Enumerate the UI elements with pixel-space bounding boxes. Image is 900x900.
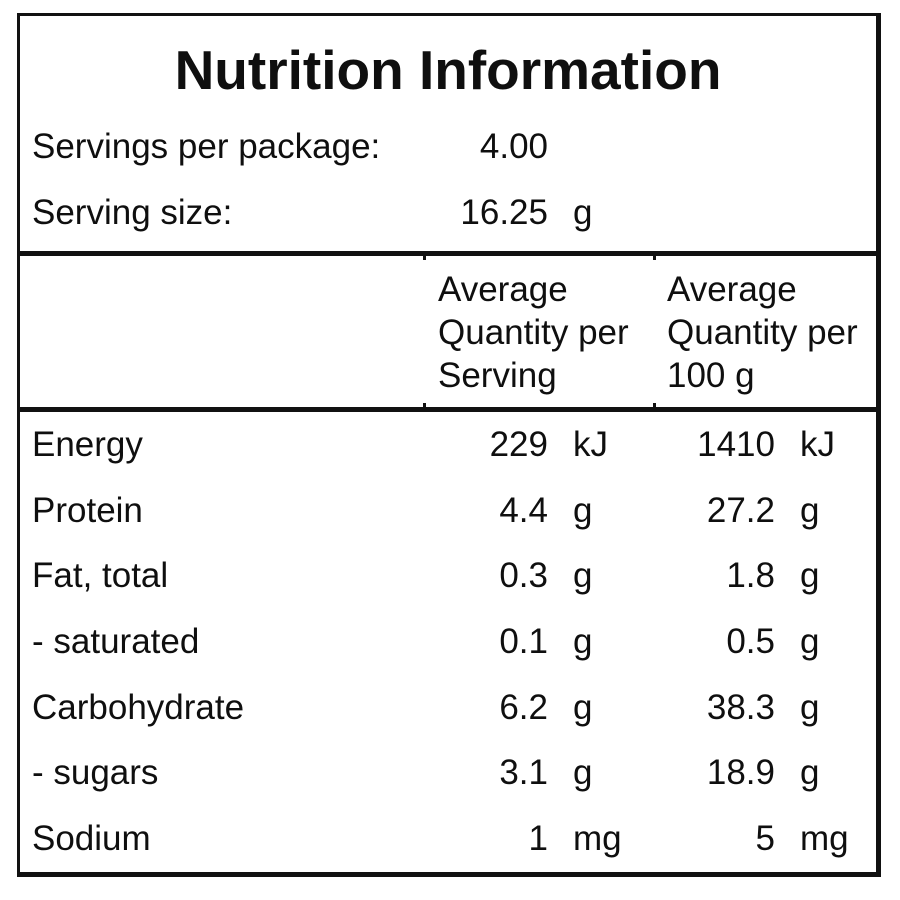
separator-top — [20, 251, 876, 260]
per-serving-value: 1 — [528, 819, 548, 859]
column-tick — [423, 403, 426, 407]
column-header-per-100g: Average Quantity per 100 g — [667, 270, 858, 395]
per-100g-value: 1.8 — [726, 556, 775, 596]
column-headers-section: Average Quantity per Serving Average Qua… — [20, 256, 876, 407]
per-100g-unit: g — [800, 753, 820, 793]
per-100g-unit: g — [800, 687, 820, 727]
column-tick — [653, 256, 656, 260]
nutrient-row: Protein 4.4 g 27.2 g — [20, 478, 876, 544]
panel-title: Nutrition Information — [174, 39, 722, 101]
nutrient-row: - saturated 0.1 g 0.5 g — [20, 609, 876, 675]
column-header-per-serving: Average Quantity per Serving — [438, 270, 629, 395]
per-100g-unit: mg — [800, 819, 849, 859]
serving-size-value: 16.25 — [460, 193, 548, 232]
nutrient-name: - sugars — [32, 753, 159, 793]
serving-size-label: Serving size: — [32, 193, 233, 232]
per-100g-unit: g — [800, 621, 820, 661]
per-100g-value: 27.2 — [706, 490, 775, 530]
servings-per-package-label: Servings per package: — [32, 127, 381, 166]
nutrient-row: - sugars 3.1 g 18.9 g — [20, 741, 876, 807]
nutrient-table: Energy 229 kJ 1410 kJ Protein 4.4 g 27.2… — [20, 412, 876, 872]
serving-size-row: Serving size: 16.25 g — [20, 180, 876, 246]
per-serving-value: 229 — [489, 424, 548, 464]
nutrient-name: Sodium — [32, 819, 151, 859]
column-tick — [423, 256, 426, 260]
servings-per-package-value: 4.00 — [479, 127, 548, 166]
nutrient-row: Energy 229 kJ 1410 kJ — [20, 412, 876, 478]
serving-info-section: Servings per package: 4.00 Serving size:… — [20, 114, 876, 246]
per-serving-unit: g — [573, 490, 593, 530]
per-100g-value: 1410 — [697, 424, 775, 464]
per-serving-value: 0.1 — [499, 621, 548, 661]
per-100g-unit: g — [800, 556, 820, 596]
nutrient-row: Fat, total 0.3 g 1.8 g — [20, 543, 876, 609]
per-serving-unit: g — [573, 556, 593, 596]
per-serving-unit: g — [573, 687, 593, 727]
nutrient-name: Energy — [32, 424, 143, 464]
per-serving-unit: g — [573, 621, 593, 661]
per-serving-value: 3.1 — [499, 753, 548, 793]
per-100g-value: 5 — [755, 819, 775, 859]
nutrient-name: - saturated — [32, 621, 200, 661]
per-100g-value: 0.5 — [726, 621, 775, 661]
per-100g-unit: kJ — [800, 424, 835, 464]
per-100g-value: 38.3 — [706, 687, 775, 727]
servings-per-package-row: Servings per package: 4.00 — [20, 114, 876, 180]
per-serving-unit: mg — [573, 819, 622, 859]
nutrient-row: Sodium 1 mg 5 mg — [20, 806, 876, 872]
per-100g-value: 18.9 — [706, 753, 775, 793]
nutrient-name: Fat, total — [32, 556, 169, 596]
per-serving-value: 4.4 — [499, 490, 548, 530]
per-serving-unit: kJ — [573, 424, 608, 464]
separator-bottom — [20, 403, 876, 412]
nutrition-panel: Nutrition Information Servings per packa… — [17, 13, 881, 877]
per-100g-unit: g — [800, 490, 820, 530]
serving-size-unit: g — [573, 193, 593, 232]
nutrient-name: Carbohydrate — [32, 687, 245, 727]
per-serving-value: 0.3 — [499, 556, 548, 596]
nutrient-row: Carbohydrate 6.2 g 38.3 g — [20, 675, 876, 741]
per-serving-unit: g — [573, 753, 593, 793]
nutrient-name: Protein — [32, 490, 143, 530]
column-tick — [653, 403, 656, 407]
per-serving-value: 6.2 — [499, 687, 548, 727]
